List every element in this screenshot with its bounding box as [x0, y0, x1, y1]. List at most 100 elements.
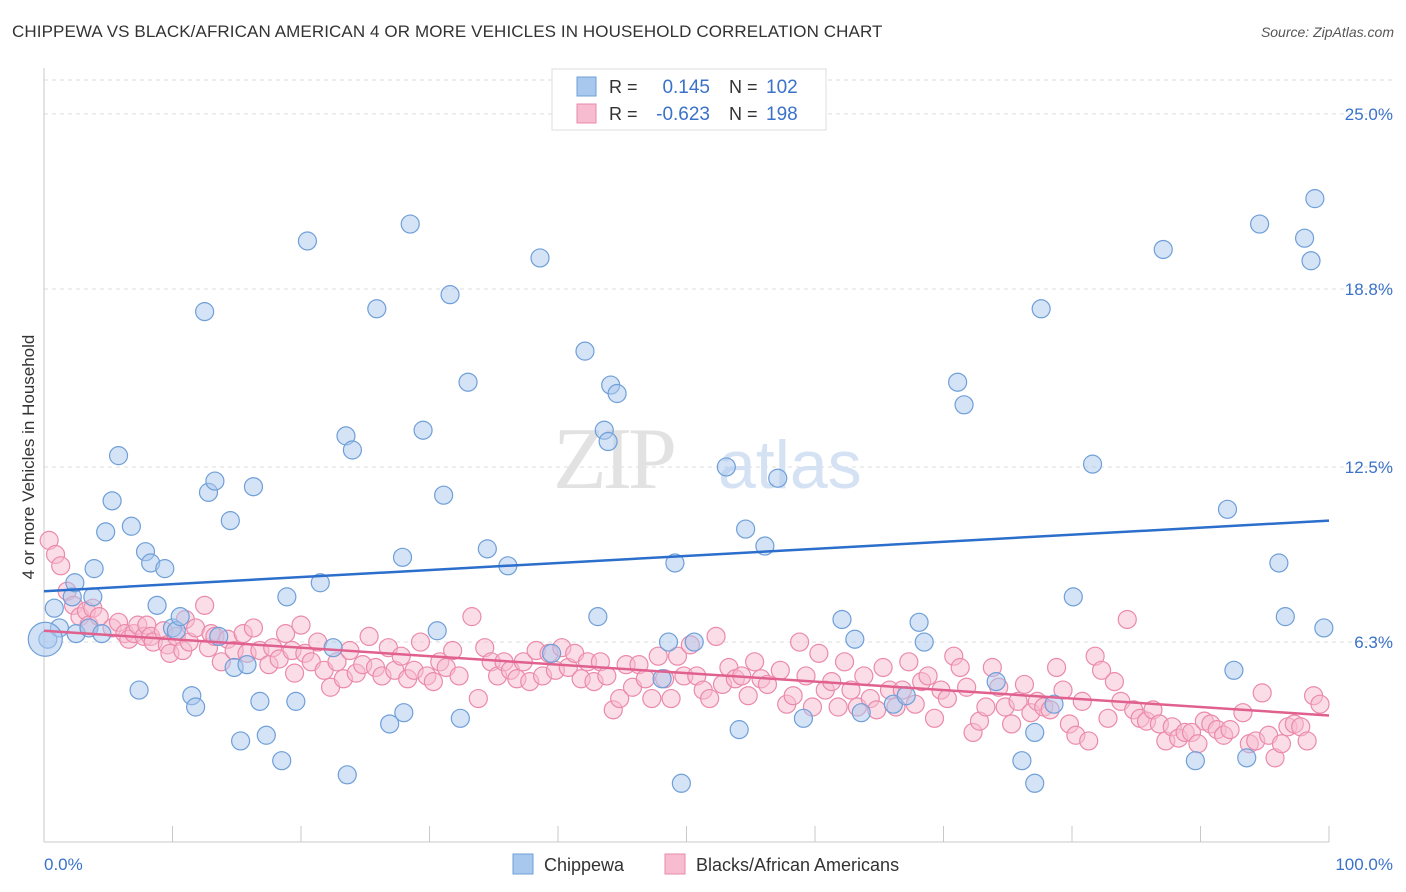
black-point-94 — [610, 688, 630, 709]
black-point-2 — [51, 556, 71, 576]
legend-n-label-2: N = — [729, 104, 758, 124]
chippewa-point-40 — [323, 638, 343, 658]
chippewa-point-98 — [1250, 214, 1270, 234]
black-point-138 — [899, 652, 919, 672]
black-point-66 — [423, 672, 443, 692]
chippewa-point-50 — [427, 621, 447, 641]
black-point-69 — [443, 640, 463, 661]
chippewa-point-58 — [541, 643, 562, 663]
chippewa-point-47 — [394, 703, 414, 723]
chippewa-point-52 — [440, 285, 460, 305]
chippewa-point-8 — [84, 559, 104, 579]
black-point-42 — [275, 623, 296, 644]
chippewa-point-69 — [684, 632, 704, 652]
black-point-114 — [738, 686, 758, 706]
series-legend: Chippewa Blacks/African Americans — [512, 853, 899, 875]
chippewa-point-81 — [909, 612, 929, 632]
chippewa-point-99 — [1269, 553, 1289, 573]
series-legend-swatch-chippewa[interactable] — [512, 853, 534, 875]
black-point-199 — [1297, 731, 1317, 751]
chippewa-point-48 — [400, 214, 420, 234]
legend-r-value-1: 0.145 — [662, 77, 710, 98]
chippewa-point-97 — [1237, 748, 1257, 768]
black-point-165 — [1072, 691, 1092, 711]
black-point-172 — [1117, 609, 1137, 630]
chippewa-point-55 — [477, 539, 497, 559]
chippewa-point-86 — [1012, 751, 1032, 771]
chippewa-point-62 — [598, 431, 618, 452]
black-point-61 — [391, 646, 411, 666]
chippewa-point-21 — [170, 607, 190, 627]
chippewa-point-49 — [413, 420, 433, 440]
chippewa-point-101 — [1294, 228, 1315, 248]
y-tick-label-0: 6.3% — [1354, 633, 1393, 652]
chippewa-point-4 — [65, 573, 85, 593]
black-point-71 — [462, 607, 482, 627]
chippewa-point-102 — [1301, 251, 1321, 271]
chippewa-point-95 — [1217, 499, 1238, 519]
chippewa-point-32 — [243, 477, 264, 497]
black-point-144 — [937, 688, 957, 709]
chippewa-point-75 — [793, 708, 814, 728]
chippewa-point-104 — [1314, 618, 1334, 638]
chippewa-point-76 — [832, 609, 852, 630]
chippewa-point-92 — [1082, 454, 1103, 474]
trend-layer — [43, 519, 1330, 717]
chippewa-point-31 — [237, 655, 257, 675]
black-point-37 — [243, 618, 264, 638]
black-point-189 — [1233, 703, 1253, 723]
chippewa-point-35 — [272, 751, 292, 771]
chart-title: CHIPPEWA VS BLACK/AFRICAN AMERICAN 4 OR … — [12, 22, 883, 41]
series-legend-label-chippewa[interactable]: Chippewa — [544, 855, 625, 875]
chippewa-point-34 — [256, 725, 276, 745]
y-tick-label-1: 12.5% — [1345, 458, 1393, 477]
chippewa-point-67 — [665, 553, 685, 573]
black-point-72 — [468, 688, 488, 709]
black-point-100 — [648, 646, 668, 666]
black-point-154 — [1002, 714, 1022, 734]
chippewa-point-10 — [96, 522, 116, 542]
black-point-64 — [410, 632, 431, 652]
grid-layer — [44, 79, 1392, 643]
chippewa-point-65 — [658, 632, 679, 652]
black-point-170 — [1104, 672, 1125, 692]
correlation-legend: R = 0.145 N = 102 R = -0.623 N = 198 — [551, 68, 827, 131]
chippewa-point-70 — [716, 457, 736, 477]
black-point-102 — [661, 688, 681, 709]
chippewa-point-cluster — [27, 621, 63, 657]
series-legend-swatch-black[interactable] — [664, 853, 686, 875]
black-point-56 — [359, 626, 379, 647]
legend-n-value-1: 102 — [766, 77, 798, 98]
black-point-118 — [770, 660, 790, 680]
chippewa-point-93 — [1153, 239, 1173, 260]
chippewa-point-51 — [434, 485, 454, 505]
legend-swatch-black — [576, 103, 597, 124]
black-point-195 — [1271, 734, 1292, 754]
black-point-192 — [1252, 683, 1272, 703]
chippewa-point-74 — [768, 468, 788, 488]
black-point-28 — [195, 595, 215, 615]
black-point-108 — [700, 688, 720, 709]
chippewa-point-83 — [948, 372, 968, 392]
chippewa-point-14 — [129, 680, 149, 700]
chippewa-point-68 — [671, 773, 691, 793]
chippewa-point-78 — [851, 703, 871, 723]
chippewa-point-100 — [1275, 607, 1295, 627]
chippewa-point-38 — [297, 231, 318, 251]
chippewa-point-90 — [1044, 694, 1064, 714]
black-point-109 — [706, 626, 726, 647]
legend-r-label-2: R = — [609, 104, 638, 124]
black-point-115 — [745, 652, 765, 672]
chippewa-point-7 — [83, 587, 103, 607]
series-legend-label-black[interactable]: Blacks/African Americans — [696, 855, 899, 875]
chippewa-point-88 — [1025, 722, 1045, 743]
y-tick-label-3: 25.0% — [1345, 105, 1393, 124]
chippewa-point-82 — [914, 632, 934, 652]
chippewa-point-94 — [1185, 751, 1205, 771]
chippewa-point-103 — [1305, 189, 1325, 209]
series-black-points — [39, 530, 1330, 768]
black-point-142 — [924, 708, 945, 728]
black-point-128 — [834, 652, 855, 672]
chippewa-point-28 — [220, 511, 240, 531]
